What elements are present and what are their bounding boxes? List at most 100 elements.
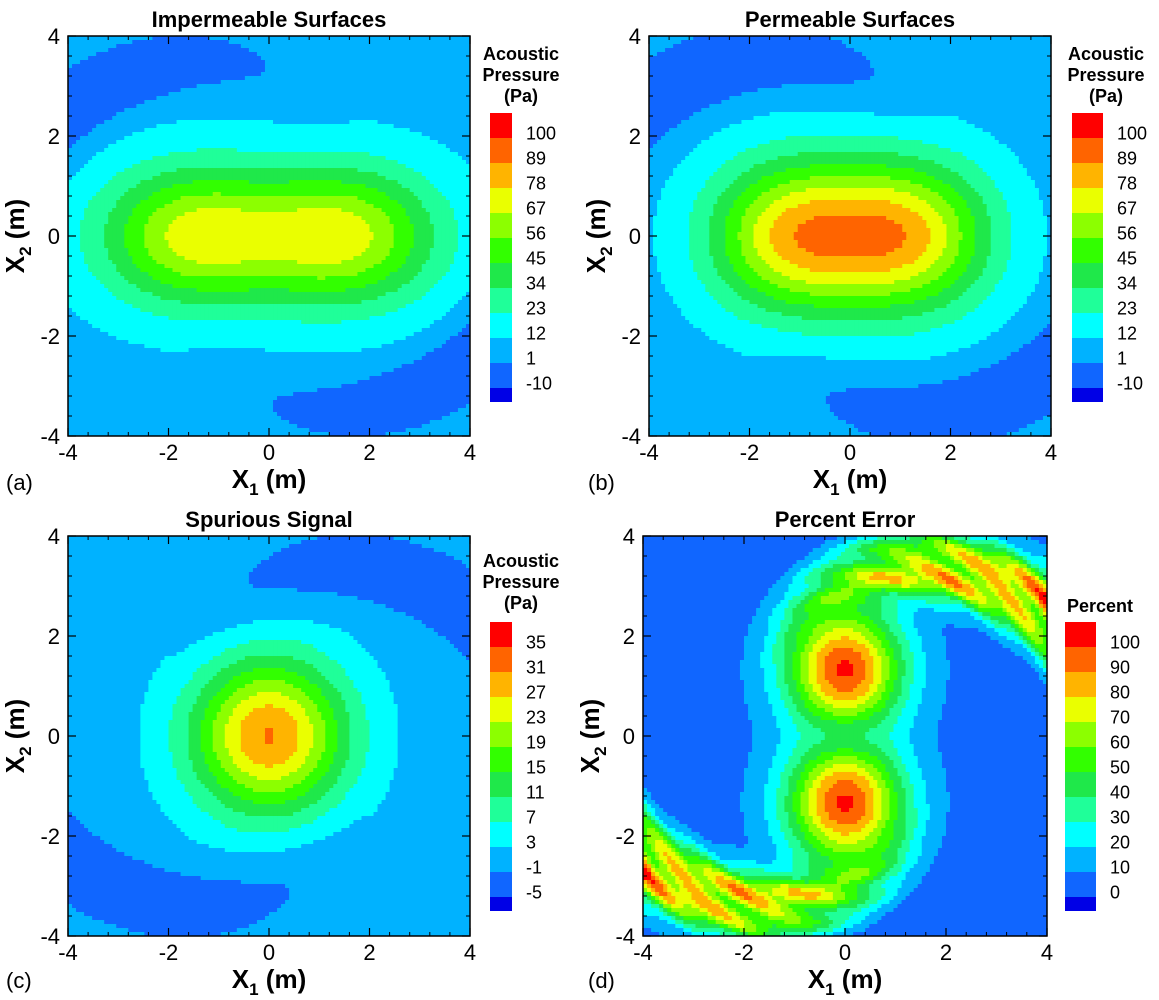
contour-cell <box>132 184 137 189</box>
contour-cell <box>421 140 427 145</box>
contour-cell <box>313 224 318 229</box>
contour-cell <box>361 36 367 41</box>
contour-cell <box>120 52 125 57</box>
contour-cell <box>88 64 93 69</box>
contour-cell <box>349 56 355 61</box>
contour-cell <box>156 132 162 137</box>
contour-cell <box>345 224 350 229</box>
contour-cell <box>313 164 318 169</box>
contour-cell <box>196 80 202 85</box>
contour-cell <box>373 76 379 81</box>
contour-cell <box>176 52 182 57</box>
contour-cell <box>252 68 258 73</box>
contour-cell <box>441 72 447 77</box>
contour-cell <box>180 172 186 177</box>
contour-cell <box>365 152 371 157</box>
contour-cell <box>329 184 334 189</box>
contour-cell <box>461 224 467 229</box>
contour-cell <box>140 108 145 113</box>
contour-cell <box>168 184 174 189</box>
contour-cell <box>389 52 395 57</box>
contour-cell <box>172 112 178 117</box>
contour-cell <box>381 76 387 81</box>
contour-cell <box>128 188 133 193</box>
contour-cell <box>301 192 306 197</box>
contour-cell <box>317 176 322 181</box>
contour-cell <box>453 40 459 45</box>
contour-cell <box>361 52 367 57</box>
contour-cell <box>244 232 250 237</box>
contour-cell <box>148 144 154 149</box>
contour-cell <box>148 88 154 93</box>
contour-cell <box>393 188 399 193</box>
contour-cell <box>160 88 166 93</box>
contour-cell <box>273 76 278 81</box>
contour-cell <box>220 76 226 81</box>
contour-cell <box>305 72 310 77</box>
contour-cell <box>437 40 443 45</box>
contour-cell <box>108 164 113 169</box>
contour-cell <box>377 88 383 93</box>
contour-cell <box>401 184 407 189</box>
contour-cell <box>240 228 246 233</box>
contour-cell <box>309 48 314 53</box>
contour-cell <box>313 116 318 121</box>
contour-cell <box>100 108 105 113</box>
contour-cell <box>240 216 246 221</box>
contour-cell <box>116 56 121 61</box>
contour-cell <box>289 116 294 121</box>
contour-cell <box>108 120 113 125</box>
contour-cell <box>429 68 435 73</box>
contour-cell <box>445 124 451 129</box>
contour-cell <box>465 148 470 153</box>
contour-cell <box>88 76 93 81</box>
contour-cell <box>220 84 226 89</box>
contour-cell <box>96 144 101 149</box>
contour-cell <box>433 164 439 169</box>
contour-cell <box>425 216 431 221</box>
contour-cell <box>349 152 355 157</box>
contour-cell <box>180 36 186 41</box>
contour-cell <box>76 84 81 89</box>
contour-cell <box>80 136 85 141</box>
contour-cell <box>277 112 282 117</box>
contour-cell <box>445 100 451 105</box>
contour-cell <box>188 156 194 161</box>
contour-cell <box>112 168 117 173</box>
contour-cell <box>273 224 278 229</box>
contour-cell <box>136 228 141 233</box>
contour-cell <box>389 120 395 125</box>
contour-cell <box>228 180 234 185</box>
contour-cell <box>152 180 158 185</box>
contour-cell <box>401 112 407 117</box>
contour-cell <box>124 84 129 89</box>
contour-cell <box>124 220 129 225</box>
contour-cell <box>188 200 194 205</box>
contour-cell <box>297 68 302 73</box>
contour-cell <box>136 40 141 45</box>
contour-cell <box>200 104 206 109</box>
contour-cell <box>76 116 81 121</box>
contour-cell <box>84 176 89 181</box>
contour-cell <box>236 200 242 205</box>
contour-cell <box>92 132 97 137</box>
contour-cell <box>168 124 174 129</box>
contour-cell <box>441 108 447 113</box>
contour-cell <box>208 92 214 97</box>
contour-cell <box>349 80 355 85</box>
contour-cell <box>192 80 198 85</box>
contour-cell <box>160 40 166 45</box>
contour-cell <box>337 104 342 109</box>
contour-cell <box>277 84 282 89</box>
contour-cell <box>309 140 314 145</box>
contour-cell <box>260 40 266 45</box>
contour-cell <box>441 196 447 201</box>
contour-cell <box>200 48 206 53</box>
contour-cell <box>204 52 210 57</box>
contour-cell <box>293 144 298 149</box>
contour-cell <box>132 120 137 125</box>
contour-cell <box>208 76 214 81</box>
contour-cell <box>180 232 186 237</box>
contour-cell <box>397 76 403 81</box>
contour-cell <box>377 216 383 221</box>
